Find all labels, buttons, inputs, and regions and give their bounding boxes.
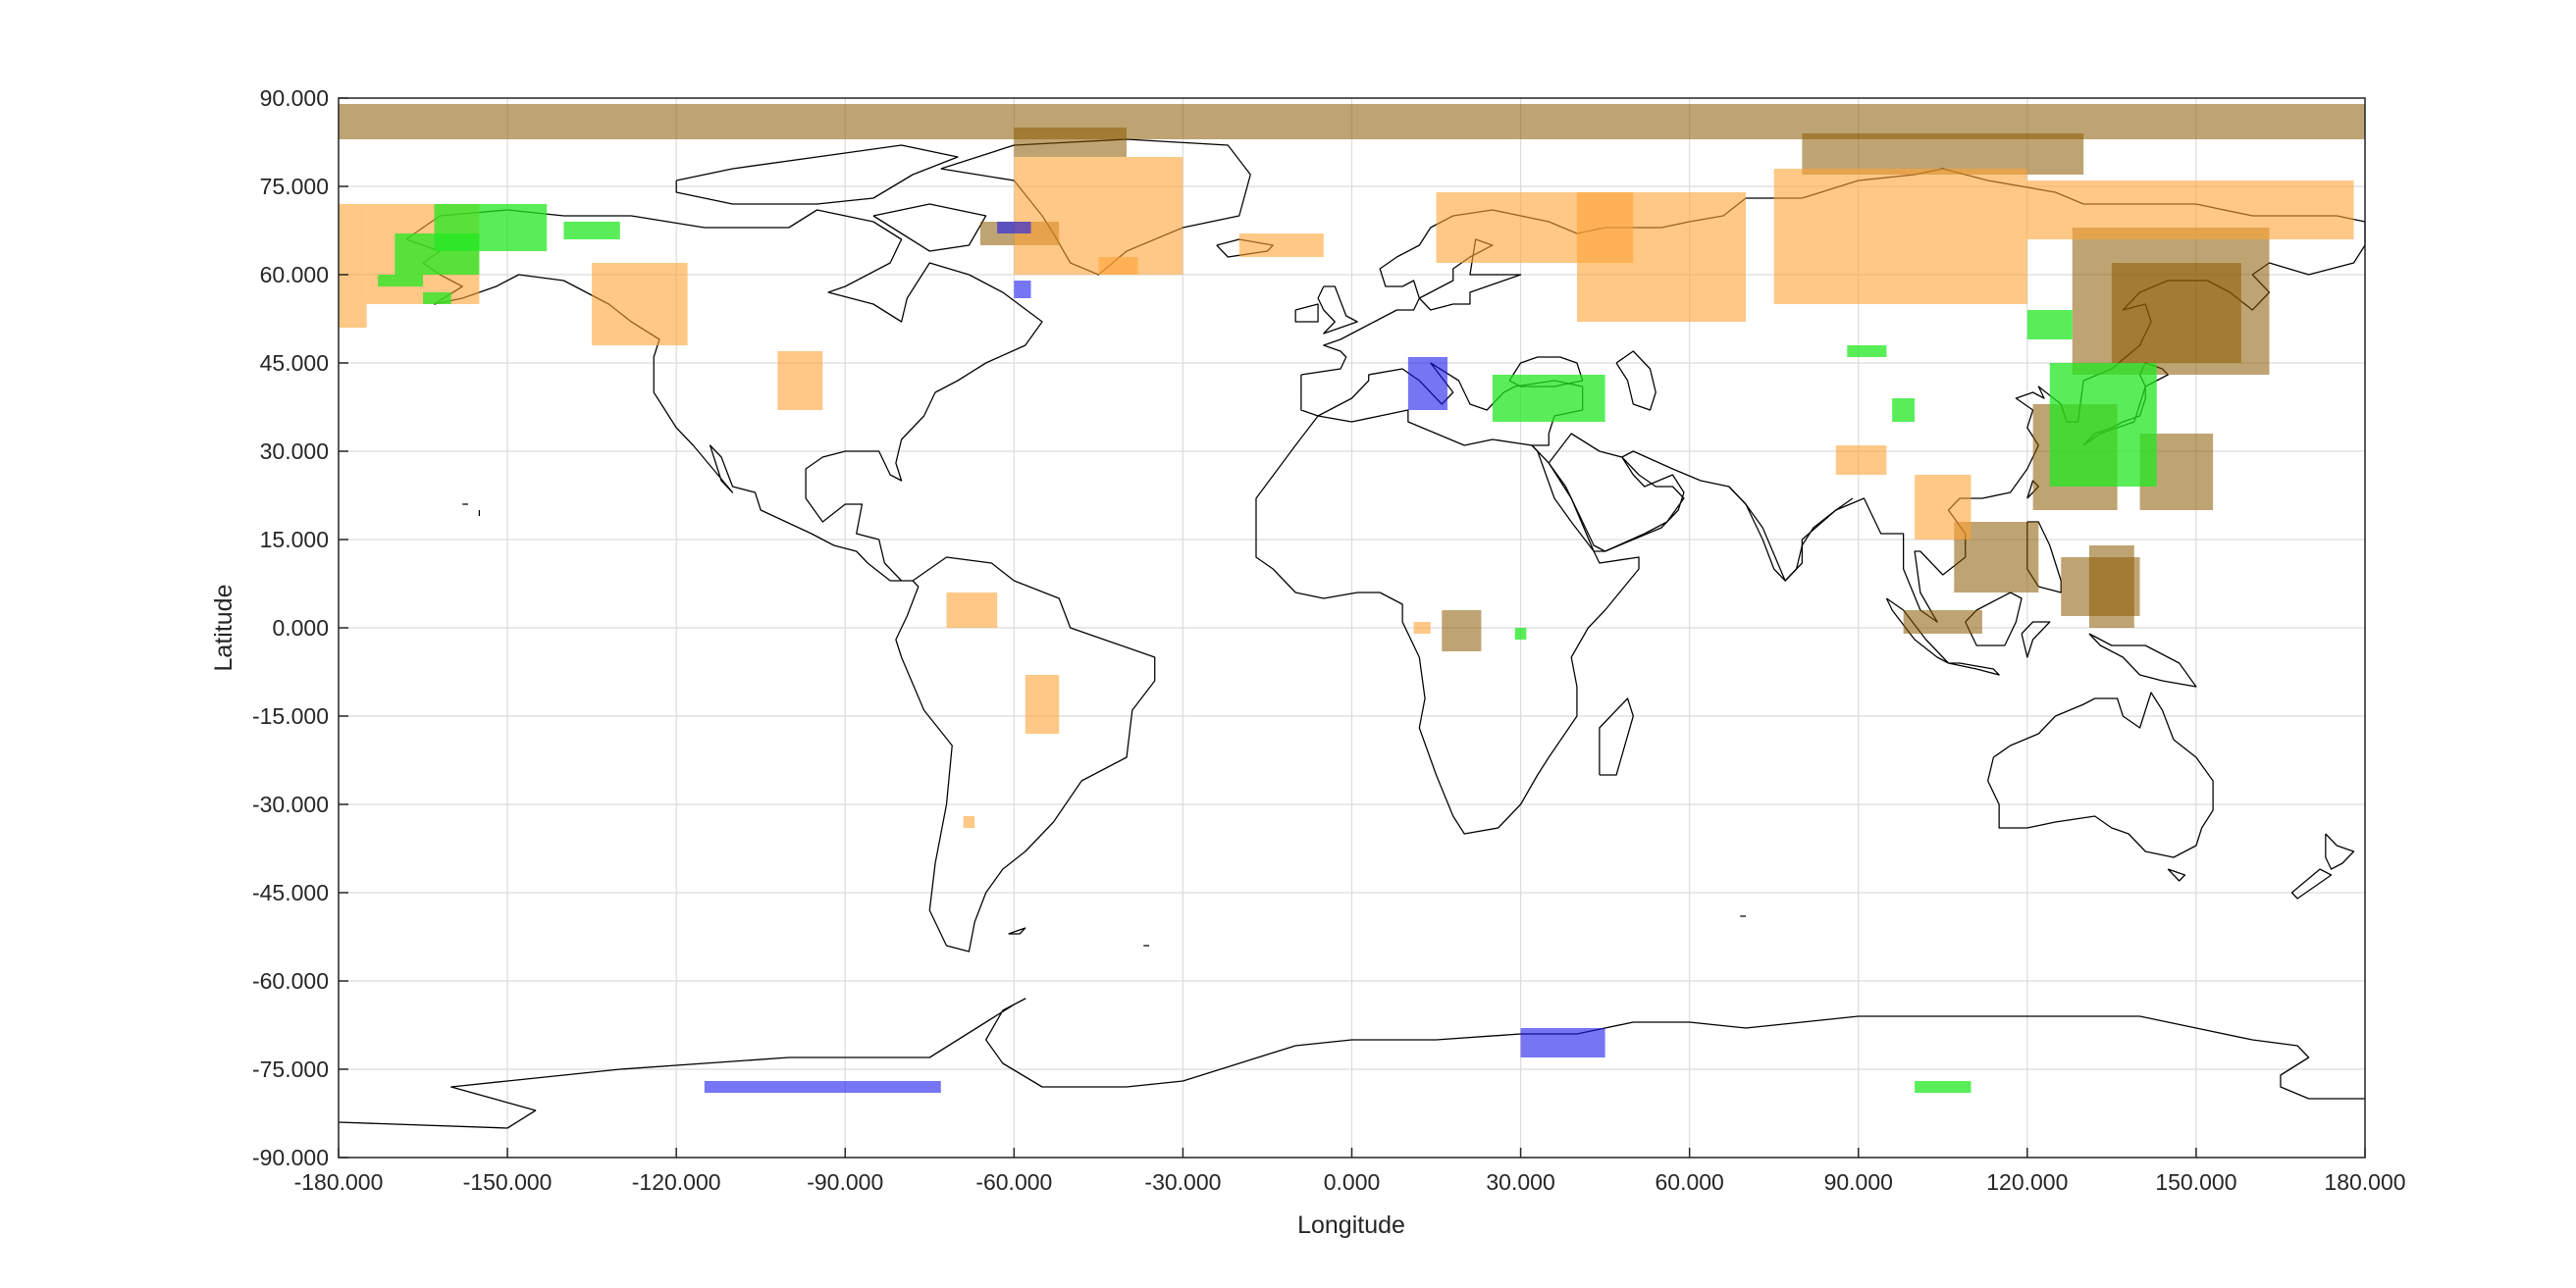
footprint-group-brown [339,104,2365,651]
footprint-layers [339,104,2365,1093]
x-tick-label: -120.000 [632,1169,721,1195]
footprint-green [2026,310,2073,339]
y-tick-label: 30.000 [260,438,329,464]
footprint-green [378,275,424,286]
footprint-green [1892,398,1916,422]
x-axis-label: Longitude [1297,1211,1405,1239]
footprint-green [563,222,620,239]
x-tick-labels: -180.000 -150.000 -120.000 -90.000 -60.000 -3… [294,1148,2406,1195]
y-tick-label: -30.000 [252,792,329,817]
footprint-orange [963,816,975,828]
y-tick-label: -60.000 [252,968,329,994]
y-tick-label: 15.000 [260,527,329,552]
australia-coast [1987,692,2214,882]
footprint-green [1514,628,1527,640]
footprint-orange [1238,233,1324,257]
footprint-blue [704,1081,941,1093]
y-tick-label: -45.000 [252,880,329,905]
footprint-orange [1576,192,1747,322]
x-tick-label: -60.000 [975,1169,1052,1195]
footprint-brown [2111,263,2241,363]
footprint-orange [1835,445,1887,475]
footprint-orange [1773,169,2027,304]
x-tick-label: 30.000 [1486,1169,1554,1195]
x-tick-label: -30.000 [1144,1169,1221,1195]
y-tick-label: -15.000 [252,703,329,729]
footprint-orange [1014,157,1183,275]
new-zealand-coast [2290,833,2355,900]
footprint-orange [777,351,823,410]
arabia-coast [1548,433,1685,552]
antarctica-coast [338,998,2365,1129]
footprint-group-green [378,204,2157,1093]
footprint-brown [1903,610,1982,634]
canadian-arctic-islands [675,144,987,252]
y-tick-label: -90.000 [252,1145,329,1170]
footprint-green [394,233,480,275]
india-coast [1728,486,1854,582]
x-tick-label: -180.000 [294,1169,384,1195]
footprint-orange [1413,622,1431,634]
footprint-orange [1025,675,1060,734]
madagascar-coast [1599,697,1634,776]
y-tick-label: 45.000 [260,350,329,376]
uk-ireland-coast [1294,285,1358,335]
footprint-blue [1407,357,1448,410]
x-tick-label: 180.000 [2324,1169,2405,1195]
baltic-scandinavia-coast [1418,238,1522,311]
footprint-green [423,292,451,304]
footprint-green [1492,375,1605,422]
y-tick-label: 75.000 [260,174,329,199]
footprint-blue [1014,281,1031,298]
footprint-brown [1014,128,1128,157]
footprint-green [2049,363,2157,487]
footprint-orange [1915,475,1971,540]
y-tick-label: 60.000 [260,262,329,287]
y-tick-labels: 90.000 75.000 60.000 45.000 30.000 15.000 0.00… [252,85,348,1170]
y-tick-label: 90.000 [260,85,329,111]
x-tick-label: 150.000 [2155,1169,2236,1195]
footprint-blue [997,222,1031,233]
africa-coast [1255,409,1640,835]
footprint-orange [339,204,367,328]
footprint-orange [2026,180,2354,239]
y-axis-label: Latitude [210,585,237,672]
footprint-orange [946,592,998,628]
x-tick-label: 60.000 [1655,1169,1723,1195]
footprint-brown [1802,133,2084,175]
y-tick-label: -75.000 [252,1056,329,1082]
footprint-green [1847,345,1887,357]
footprint-group-blue [704,222,1605,1093]
southern-islands [462,503,1747,947]
footprint-brown [2061,557,2140,616]
footprint-orange [1098,257,1138,275]
footprint-group-orange [339,157,2354,828]
x-tick-label: 0.000 [1324,1169,1381,1195]
footprint-orange [592,263,688,345]
indonesia-coast [1885,592,2197,688]
x-tick-label: 120.000 [1986,1169,2068,1195]
footprint-blue [1520,1028,1605,1057]
footprint-brown [1442,610,1482,651]
footprint-green [1915,1081,1971,1093]
y-tick-label: 0.000 [272,615,329,641]
x-tick-label: -90.000 [807,1169,883,1195]
south-america-coast [895,556,1156,953]
x-tick-label: -150.000 [463,1169,552,1195]
x-tick-label: 90.000 [1824,1169,1893,1195]
